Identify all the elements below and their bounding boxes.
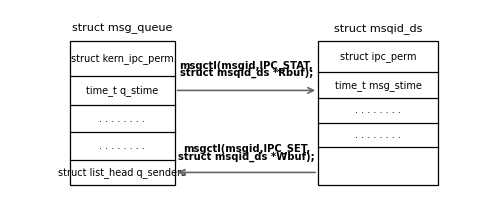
Text: msgctl(msgid,IPC_STAT,: msgctl(msgid,IPC_STAT,: [179, 60, 313, 71]
Text: struct list_head q_senders: struct list_head q_senders: [58, 167, 186, 178]
Text: struct ipc_perm: struct ipc_perm: [340, 51, 416, 62]
Text: struct msqid_ds *Rbuf);: struct msqid_ds *Rbuf);: [180, 68, 313, 78]
Text: struct kern_ipc_perm: struct kern_ipc_perm: [71, 53, 174, 64]
Bar: [318, 41, 438, 185]
Text: struct msqid_ds: struct msqid_ds: [334, 23, 422, 34]
Text: time_t msg_stime: time_t msg_stime: [335, 80, 421, 91]
Text: struct msqid_ds *Wbuf);: struct msqid_ds *Wbuf);: [178, 151, 315, 162]
Text: . . . . . . . .: . . . . . . . .: [355, 105, 401, 115]
Text: . . . . . . . .: . . . . . . . .: [100, 141, 145, 151]
Text: . . . . . . . .: . . . . . . . .: [100, 114, 145, 124]
Text: time_t q_stime: time_t q_stime: [86, 85, 158, 96]
Text: msgctl(msgid,IPC_SET,: msgctl(msgid,IPC_SET,: [183, 144, 310, 154]
Text: . . . . . . . .: . . . . . . . .: [355, 130, 401, 140]
Bar: [70, 41, 175, 185]
Text: struct msg_queue: struct msg_queue: [72, 23, 172, 34]
